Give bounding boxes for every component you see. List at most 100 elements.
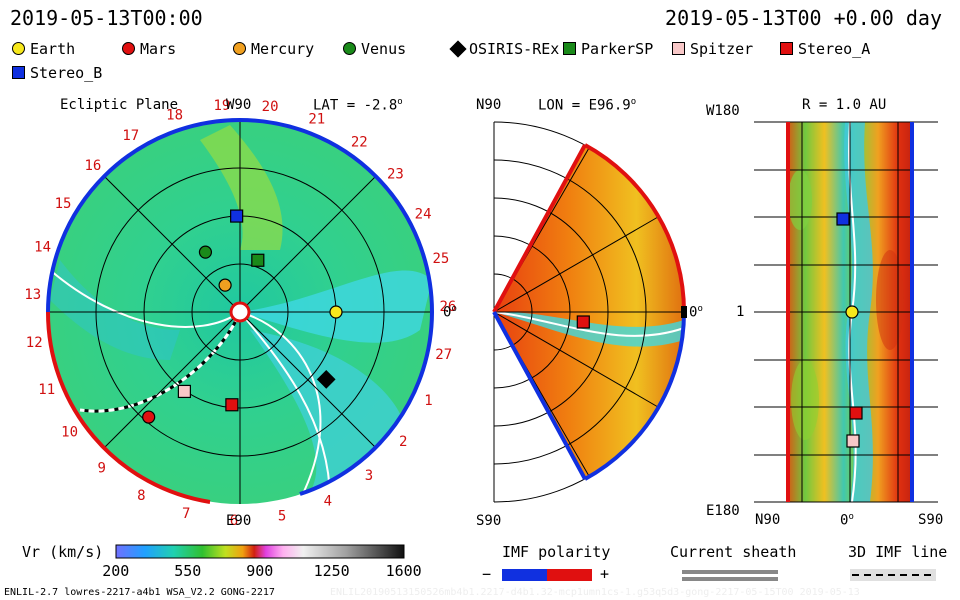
imf-plus-label: + (600, 565, 610, 583)
body-marker-mars (142, 410, 156, 424)
carrington-tick-label: 5 (278, 509, 286, 525)
rsurface-x-right: S90 (918, 512, 944, 528)
legend-item-mars: Mars (122, 40, 176, 58)
circle-marker-icon (12, 42, 25, 55)
datetime-label: 2019-05-13T00:00 (10, 6, 203, 30)
legend-label: ParkerSP (581, 40, 654, 58)
legend-item-earth: Earth (12, 40, 75, 58)
legend-item-venus: Venus (343, 40, 406, 58)
carrington-tick-label: 21 (308, 112, 325, 128)
footer-left: ENLIL-2.7 lowres-2217-a4b1 WSA_V2.2 GONG… (4, 587, 275, 598)
carrington-tick-label: 17 (122, 128, 139, 144)
colorbar-tick: 200 (102, 562, 130, 580)
body-marker-mercury (218, 278, 232, 292)
body-marker-spitzer (846, 434, 860, 448)
body-marker-stereo-b (230, 209, 244, 223)
body-marker-osiris-rex (316, 370, 336, 389)
carrington-tick-label: 23 (387, 167, 404, 183)
meridional-bottom-label: S90 (476, 513, 502, 529)
carrington-tick-label: 19 (213, 98, 230, 114)
carrington-tick-label: 12 (26, 335, 43, 351)
carrington-tick-label: 14 (34, 240, 51, 256)
carrington-tick-label: 2 (399, 434, 407, 450)
datetime-offset-label: 2019-05-13T00 +0.00 day (665, 6, 942, 30)
legend-label: Stereo_B (30, 64, 103, 82)
legend-label: Mars (140, 40, 177, 58)
body-marker-parkersp (251, 253, 265, 267)
rsurface-x-mid: 0o (840, 512, 854, 529)
rsurface-top-left: W180 (706, 103, 740, 119)
square-marker-icon (672, 42, 685, 55)
current-sheath-label: Current sheath (670, 543, 797, 561)
rsurface-mid-left: 1 (736, 304, 745, 320)
colorbar-tick: 900 (246, 562, 274, 580)
legend-label: Venus (361, 40, 407, 58)
carrington-tick-label: 1 (424, 393, 432, 409)
carrington-tick-label: 10 (61, 424, 78, 440)
carrington-tick-label: 3 (365, 468, 373, 484)
square-marker-icon (780, 42, 793, 55)
diamond-marker-icon (449, 40, 467, 58)
square-marker-icon (563, 42, 576, 55)
legend-label: Spitzer (690, 40, 754, 58)
legend-item-stereo-b: Stereo_B (12, 64, 102, 82)
body-marker-spitzer (177, 384, 191, 399)
circle-marker-icon (343, 42, 356, 55)
imf3d-label: 3D IMF line (848, 543, 948, 561)
body-marker-stereo-a (576, 315, 590, 329)
carrington-tick-label: 11 (38, 382, 55, 398)
carrington-tick-label: 20 (262, 99, 279, 115)
legend-item-stereo-a: Stereo_A (780, 40, 870, 58)
circle-marker-icon (233, 42, 246, 55)
meridional-panel (492, 121, 687, 503)
carrington-tick-label: 26 (439, 299, 456, 315)
ecliptic-lat-label: LAT = -2.8o (313, 97, 403, 114)
carrington-tick-label: 9 (97, 460, 105, 476)
meridional-right-label: 0o (689, 304, 703, 321)
carrington-tick-label: 13 (24, 287, 41, 303)
legend-item-osiris-rex: OSIRIS-REx (449, 40, 560, 58)
meridional-top-label: N90 (476, 97, 502, 113)
imf-minus-label: − (482, 565, 492, 583)
body-marker-stereo-a (225, 398, 239, 412)
body-marker-stereo-b (836, 212, 850, 226)
carrington-tick-label: 16 (84, 158, 101, 174)
ecliptic-panel (45, 118, 435, 504)
current-sheath-sample (682, 570, 778, 581)
carrington-tick-label: 22 (351, 135, 368, 151)
legend-label: OSIRIS-REx (469, 40, 560, 58)
rsurface-r-label: R = 1.0 AU (802, 97, 887, 113)
carrington-tick-label: 27 (435, 347, 452, 363)
rsurface-x-left: N90 (755, 512, 781, 528)
legend-label: Earth (30, 40, 76, 58)
body-marker-stereo-a (849, 406, 863, 420)
carrington-tick-label: 8 (137, 488, 145, 504)
ecliptic-top-label: W90 (226, 97, 252, 113)
imf3d-sample (850, 569, 936, 581)
legend-item-parkersp: ParkerSP (563, 40, 653, 58)
carrington-tick-label: 7 (182, 506, 190, 522)
ecliptic-title: Ecliptic Plane (60, 97, 179, 113)
circle-marker-icon (122, 42, 135, 55)
legend-label: Mercury (251, 40, 315, 58)
colorbar-label: Vr (km/s) (22, 543, 104, 561)
body-marker-venus (198, 245, 213, 259)
ecliptic-bottom-label: E90 (226, 513, 252, 529)
carrington-tick-label: 4 (324, 494, 332, 510)
footer-right: ENLIL20190513150526mb4b1.2217-d4b1.32-mc… (330, 587, 860, 598)
body-markers (142, 209, 863, 448)
ecliptic-right-label: 0o (443, 304, 457, 321)
rsurface-bottom-left: E180 (706, 503, 740, 519)
sun (229, 301, 251, 323)
carrington-tick-labels: 19 20212223242526271234567891011121314151… (24, 98, 456, 529)
imf-polarity-label: IMF polarity (502, 543, 611, 561)
meridional-lon-label: LON = E96.9o (538, 97, 637, 114)
colorbar-tick: 1600 (385, 562, 422, 580)
colorbar-tick: 550 (174, 562, 202, 580)
imf-polarity-bar (502, 569, 592, 581)
carrington-tick-label: 6 (230, 513, 238, 529)
carrington-tick-label: 15 (55, 196, 72, 212)
colorbar-tick: 1250 (313, 562, 350, 580)
body-marker-earth (845, 305, 859, 319)
